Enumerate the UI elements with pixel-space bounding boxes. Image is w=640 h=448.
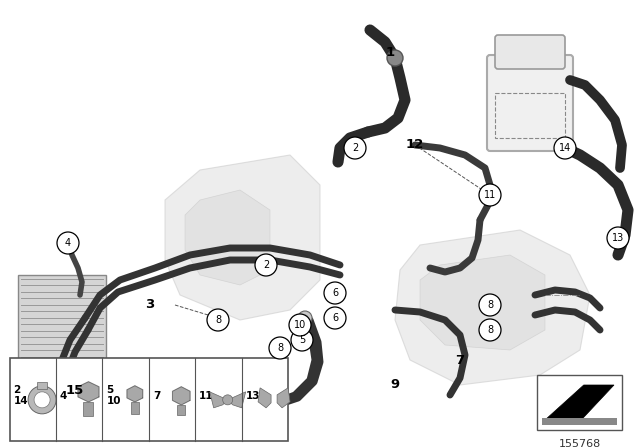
Text: 13: 13 [612,233,624,243]
Circle shape [607,227,629,249]
Bar [177,405,186,415]
Polygon shape [210,392,228,408]
Text: 13: 13 [246,391,260,401]
FancyBboxPatch shape [495,35,565,69]
Text: 3: 3 [145,298,155,311]
Text: 6: 6 [332,313,338,323]
Polygon shape [228,392,246,408]
Circle shape [255,254,277,276]
Circle shape [28,386,56,414]
Text: 5
10: 5 10 [106,385,121,406]
Text: 6: 6 [332,288,338,298]
Circle shape [274,342,286,354]
Text: 8: 8 [277,343,283,353]
Circle shape [269,337,291,359]
Polygon shape [127,386,143,402]
Polygon shape [395,230,590,385]
Polygon shape [78,382,99,402]
Text: 15: 15 [66,383,84,396]
Text: 8: 8 [215,315,221,325]
Polygon shape [165,155,320,320]
Text: 7: 7 [456,353,465,366]
Circle shape [299,337,305,343]
Text: 11: 11 [484,190,496,200]
Circle shape [558,141,572,155]
Text: 14: 14 [559,143,571,153]
Text: 155768: 155768 [558,439,600,448]
Bar [18,275,106,400]
Text: 8: 8 [487,325,493,335]
Polygon shape [420,255,545,350]
Bar [537,375,622,430]
Circle shape [328,286,342,300]
Circle shape [479,184,501,206]
Text: 4: 4 [60,391,67,401]
Bar [495,93,565,138]
Circle shape [554,137,576,159]
Bar [83,402,93,416]
Polygon shape [173,387,190,405]
Text: 2: 2 [263,260,269,270]
Circle shape [328,311,342,325]
Text: 8: 8 [487,300,493,310]
Circle shape [34,392,50,408]
Circle shape [289,314,311,336]
Circle shape [479,294,501,316]
Polygon shape [185,190,270,285]
Text: 1: 1 [385,46,395,59]
Circle shape [291,329,313,351]
Circle shape [223,395,233,405]
Circle shape [344,137,366,159]
Circle shape [57,232,79,254]
Polygon shape [277,388,290,408]
FancyBboxPatch shape [487,55,573,151]
Text: 4: 4 [65,238,71,248]
Bar [542,418,617,425]
Polygon shape [545,385,614,420]
Circle shape [292,317,308,333]
Text: 2
14: 2 14 [13,385,28,406]
Circle shape [212,314,224,326]
Circle shape [295,333,309,347]
Polygon shape [258,388,271,408]
Circle shape [484,299,496,311]
Bar [37,382,47,389]
Text: 5: 5 [299,335,305,345]
Circle shape [479,319,501,341]
Circle shape [302,315,308,321]
Text: 12: 12 [406,138,424,151]
Circle shape [484,324,496,336]
Circle shape [59,234,77,252]
Text: 11: 11 [199,391,214,401]
Circle shape [207,309,229,331]
Circle shape [324,307,346,329]
Text: 2: 2 [352,143,358,153]
Text: 9: 9 [390,379,399,392]
Bar [10,358,288,441]
Circle shape [324,282,346,304]
Bar [131,402,139,414]
Text: 7: 7 [153,391,160,401]
Circle shape [387,50,403,66]
Text: 10: 10 [294,320,306,330]
Circle shape [298,311,312,325]
